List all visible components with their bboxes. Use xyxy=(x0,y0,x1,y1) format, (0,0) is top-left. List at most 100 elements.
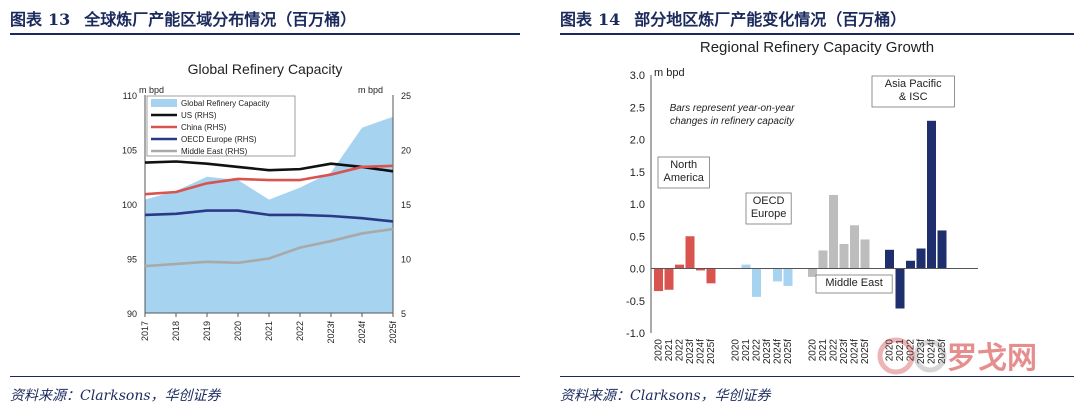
chart13-right-tick: 20 xyxy=(401,146,411,156)
chart13-x-tick-label: 2023f xyxy=(326,321,336,344)
chart13-left-tick: 110 xyxy=(123,91,137,101)
bar xyxy=(927,120,936,269)
chart14-x-tick-label: 2023f xyxy=(839,339,850,364)
chart13-title: Global Refinery Capacity xyxy=(188,61,343,77)
watermark-ring-icon xyxy=(913,339,947,373)
chart13-left-tick: 105 xyxy=(122,146,137,156)
chart14-y-tick: 2.0 xyxy=(630,135,645,147)
chart14-title: Regional Refinery Capacity Growth xyxy=(700,39,934,56)
chart13-left-tick: 90 xyxy=(127,309,137,319)
chart13-x-tick-label: 2025f xyxy=(388,321,398,344)
figure-14-bottom-rule xyxy=(560,376,1074,377)
bar xyxy=(916,248,926,269)
legend-label: Global Refinery Capacity xyxy=(181,99,269,108)
figure-14-number: 14 xyxy=(598,10,621,29)
chart14-x-tick-label: 2024f xyxy=(850,339,861,364)
chart14-x-tick-label: 2023f xyxy=(685,339,696,364)
chart14-y-tick: -0.5 xyxy=(626,296,645,308)
figure-14-panel: 图表 14 部分地区炼厂产能变化情况（百万桶） Regional Refinery … xyxy=(550,0,1080,415)
chart14-y-tick: 3.0 xyxy=(630,70,645,82)
figure-13-heading: 全球炼厂产能区域分布情况（百万桶） xyxy=(84,10,357,29)
chart13-left-unit: m bpd xyxy=(139,85,164,95)
chart14-x-tick-label: 2025f xyxy=(783,339,794,364)
figure-13-bottom-rule xyxy=(10,376,520,377)
group-label: & ISC xyxy=(899,91,928,103)
chart14-y-tick: 1.0 xyxy=(630,199,645,211)
chart14-y-tick: 0.0 xyxy=(630,264,645,276)
bar xyxy=(696,268,705,271)
bar xyxy=(783,268,793,286)
figure-13-top-rule xyxy=(10,33,520,35)
chart14-x-tick-label: 2024f xyxy=(773,339,784,364)
global-refinery-capacity-chart: Global Refinery Capacity m bpd m bpd 90 95 10… xyxy=(122,61,411,344)
chart13-right-tick: 25 xyxy=(401,91,411,101)
figure-14-top-rule xyxy=(560,33,1074,35)
chart13-right-tick: 5 xyxy=(401,309,406,319)
chart14-x-tick-label: 2021 xyxy=(895,339,906,362)
bar xyxy=(752,268,761,297)
chart14-x-tick-label: 2020 xyxy=(654,339,665,362)
chart14-x-tick-label: 2021 xyxy=(818,339,829,362)
chart14-x-tick-label: 2025f xyxy=(706,339,717,364)
bar xyxy=(808,268,817,277)
chart13-left-tick: 95 xyxy=(127,255,137,265)
bar xyxy=(839,243,849,269)
bar xyxy=(664,268,674,290)
chart13-right-unit: m bpd xyxy=(358,85,383,95)
bar xyxy=(773,268,782,282)
figure-14-heading: 部分地区炼厂产能变化情况（百万桶） xyxy=(634,10,907,29)
group-label-box xyxy=(745,192,792,225)
line-oecd-europe xyxy=(144,209,394,223)
chart14-x-tick-label: 2023f xyxy=(762,339,773,364)
chart13-legend: Global Refinery Capacity US (RHS) China (R… xyxy=(146,95,296,157)
group-label: Europe xyxy=(751,208,786,220)
bar xyxy=(706,268,716,284)
chart13-right-tick: 15 xyxy=(401,200,411,210)
legend-label: Middle East (RHS) xyxy=(181,147,248,156)
chart14-x-tick-label: 2021 xyxy=(664,339,675,362)
bar xyxy=(654,268,663,292)
legend-label: China (RHS) xyxy=(181,123,227,132)
chart13-right-tick: 10 xyxy=(401,255,411,265)
group-label: America xyxy=(664,172,705,184)
bar-group-asia-pacific-isc: 2020 2021 2022 2023f 2024f 2025f Asia Pacific&… xyxy=(871,75,955,364)
chart14-x-tick-label: 2020 xyxy=(885,339,896,362)
chart13-x-tick-label: 2024f xyxy=(357,321,367,344)
chart14-x-tick-label: 2022 xyxy=(752,339,763,362)
group-label: North xyxy=(670,159,697,171)
line-middle-east xyxy=(144,227,394,268)
bar xyxy=(818,250,828,269)
chart14-x-tick-label: 2025f xyxy=(937,339,948,364)
group-label: Middle East xyxy=(825,277,882,289)
chart13-left-tick: 100 xyxy=(122,200,137,210)
legend-swatch-area xyxy=(151,99,177,107)
group-label-box xyxy=(871,75,955,108)
figure-13-label: 图表 xyxy=(10,10,43,29)
bar xyxy=(906,260,915,269)
watermark-ring-icon xyxy=(877,337,915,375)
chart14-x-tick-label: 2020 xyxy=(808,339,819,362)
chart14-x-tick-label: 2021 xyxy=(741,339,752,362)
chart13-x-tick-label: 2022 xyxy=(295,321,305,341)
group-label-box xyxy=(657,156,710,189)
line-china xyxy=(144,164,394,196)
chart13-x-tick-label: 2019 xyxy=(202,321,212,341)
chart14-note-line: changes in refinery capacity xyxy=(670,116,795,127)
chart14-x-tick-label: 2022 xyxy=(906,339,917,362)
group-label: Asia Pacific xyxy=(885,78,942,90)
bar xyxy=(895,268,905,309)
figure-13-panel: 图表 13 全球炼厂产能区域分布情况（百万桶） Global Refinery Ca… xyxy=(0,0,526,415)
chart14-x-tick-label: 2022 xyxy=(829,339,840,362)
bar xyxy=(937,230,947,269)
chart14-unit: m bpd xyxy=(654,67,685,79)
group-label-box xyxy=(815,274,893,294)
chart14-y-tick: 1.5 xyxy=(630,167,645,179)
chart14-x-tick-label: 2022 xyxy=(675,339,686,362)
watermark-text: 罗戈网 xyxy=(947,341,1037,376)
chart14-x-tick-label: 2024f xyxy=(927,339,938,364)
chart14-y-tick: -1.0 xyxy=(626,328,645,340)
chart13-x-tick-label: 2018 xyxy=(171,321,181,341)
